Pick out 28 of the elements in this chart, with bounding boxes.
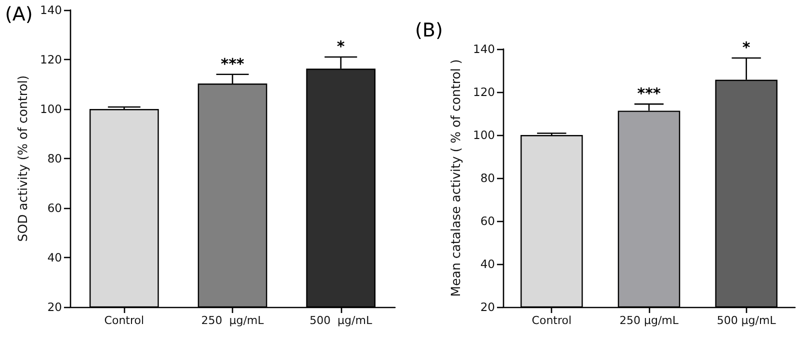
x-tick-label: 500 µg/mL xyxy=(310,314,373,327)
y-tick-label: 40 xyxy=(47,250,62,264)
y-tick-label: 120 xyxy=(40,52,62,66)
x-tick-label: Control xyxy=(532,314,572,327)
y-tick-label: 20 xyxy=(47,300,62,314)
x-tick-label: 500 µg/mL xyxy=(716,314,777,327)
x-tick-label: Control xyxy=(104,314,144,327)
y-tick-label: 40 xyxy=(480,257,495,271)
y-tick-label: 60 xyxy=(480,214,495,228)
y-tick-label: 100 xyxy=(40,102,62,116)
y-axis-title: Mean catalase activity ( % of control ) xyxy=(448,59,464,297)
y-axis-title: SOD activity (% of control) xyxy=(15,75,30,242)
y-tick-label: 100 xyxy=(473,128,495,142)
annotation: * xyxy=(742,38,750,57)
y-tick-label: 20 xyxy=(480,300,495,314)
x-tick-label: 250 µg/mL xyxy=(201,314,265,327)
y-tick-label: 80 xyxy=(47,152,62,166)
y-tick-label: 140 xyxy=(473,42,495,56)
y-tick-label: 60 xyxy=(47,201,62,215)
annotation: * xyxy=(336,38,345,56)
y-tick-label: 80 xyxy=(480,171,495,185)
annotation: *** xyxy=(637,84,661,103)
y-tick-label: 120 xyxy=(473,85,495,99)
chart-title: (A) xyxy=(5,4,33,26)
y-tick-label: 140 xyxy=(40,3,62,17)
x-tick-label: 250 µg/mL xyxy=(619,314,680,327)
annotation: *** xyxy=(220,54,244,73)
chart-title: (B) xyxy=(415,20,443,42)
